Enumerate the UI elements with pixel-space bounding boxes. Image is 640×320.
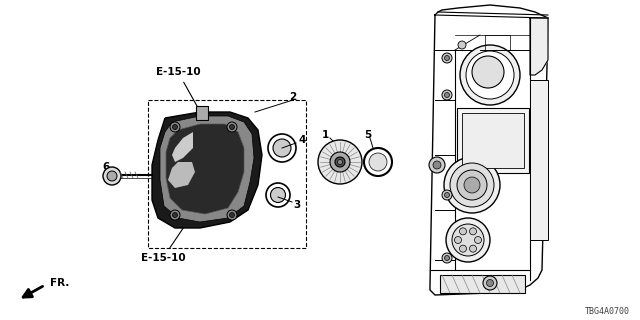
Text: E-15-10: E-15-10 [141,220,188,263]
Circle shape [442,190,452,200]
Circle shape [486,279,493,286]
Circle shape [170,122,180,132]
PathPatch shape [168,162,195,188]
Circle shape [429,157,445,173]
Circle shape [173,124,177,130]
Circle shape [227,210,237,220]
Circle shape [271,188,285,203]
Text: 5: 5 [364,130,372,140]
Circle shape [470,245,477,252]
Circle shape [273,139,291,157]
Circle shape [230,124,234,130]
Circle shape [444,157,500,213]
Circle shape [458,41,466,49]
Circle shape [460,228,467,235]
PathPatch shape [152,112,262,228]
Circle shape [470,228,477,235]
Circle shape [318,140,362,184]
Circle shape [227,122,237,132]
PathPatch shape [172,132,193,162]
Bar [530,80,548,240]
Circle shape [330,152,350,172]
Circle shape [445,255,449,260]
Circle shape [173,212,177,218]
Text: 3: 3 [293,200,300,210]
Circle shape [452,224,484,256]
Text: 1: 1 [321,130,328,140]
PathPatch shape [160,116,254,222]
Circle shape [364,148,392,176]
Circle shape [464,177,480,193]
Text: FR.: FR. [50,278,69,288]
Polygon shape [430,5,548,295]
Circle shape [472,56,504,88]
Circle shape [369,153,387,171]
Circle shape [460,45,520,105]
Circle shape [483,276,497,290]
Circle shape [335,157,345,167]
Circle shape [107,171,117,181]
Text: 2: 2 [289,92,296,102]
Circle shape [433,161,441,169]
Circle shape [230,212,234,218]
Circle shape [337,159,342,164]
Circle shape [474,236,481,244]
PathPatch shape [166,124,244,214]
Circle shape [460,245,467,252]
Circle shape [445,92,449,98]
Bar [196,106,208,120]
Text: E-15-10: E-15-10 [156,67,201,113]
Circle shape [445,55,449,60]
Bar [148,100,306,248]
Bar [440,275,525,293]
Circle shape [442,90,452,100]
Bar [457,108,529,173]
Circle shape [454,236,461,244]
Circle shape [445,193,449,197]
Polygon shape [530,18,548,75]
Circle shape [457,170,487,200]
Circle shape [266,183,290,207]
Circle shape [442,53,452,63]
Circle shape [170,210,180,220]
Circle shape [103,167,121,185]
Circle shape [446,218,490,262]
Text: 4: 4 [298,135,305,145]
Circle shape [450,163,494,207]
Text: TBG4A0700: TBG4A0700 [585,308,630,316]
Circle shape [442,253,452,263]
Circle shape [466,51,514,99]
Text: 6: 6 [102,162,109,172]
Circle shape [268,134,296,162]
Bar [462,113,524,168]
